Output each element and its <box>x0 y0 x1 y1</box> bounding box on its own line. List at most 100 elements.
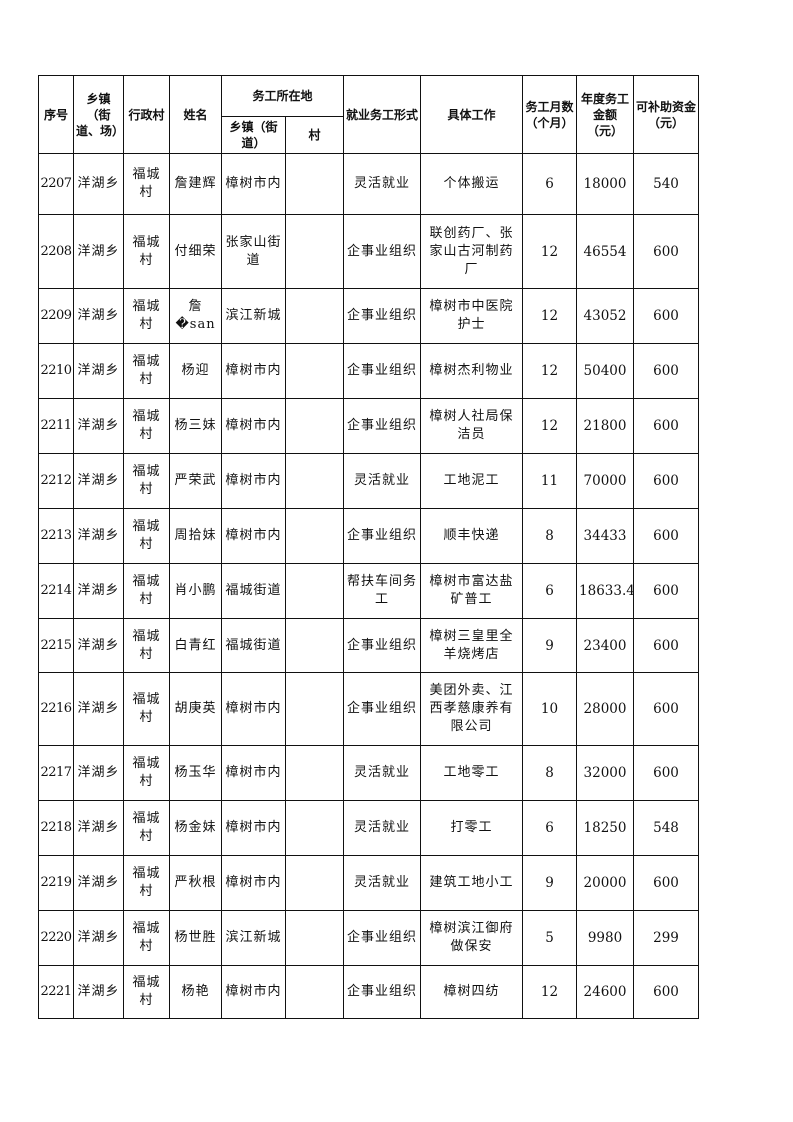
header-income: 年度务工金额（元） <box>576 75 635 154</box>
cell-form: 企事业组织 <box>343 288 422 344</box>
cell-seq: 2208 <box>38 214 74 289</box>
header-job: 具体工作 <box>420 75 524 154</box>
cell-income: 24600 <box>576 965 635 1019</box>
cell-seq: 2213 <box>38 508 74 564</box>
cell-name: 白青红 <box>169 618 222 673</box>
cell-town: 洋湖乡 <box>73 153 124 215</box>
cell-job: 工地泥工 <box>420 453 524 509</box>
cell-village: 福城村 <box>123 800 170 856</box>
cell-village: 福城村 <box>123 618 170 673</box>
cell-work-village <box>284 288 345 344</box>
table-row: 2213 洋湖乡 福城村 周拾妹 樟树市内 企事业组织 顺丰快递 8 34433 600 <box>38 508 700 564</box>
cell-subsidy: 600 <box>633 965 700 1019</box>
cell-seq: 2212 <box>38 453 74 509</box>
table-row: 2218 洋湖乡 福城村 杨金妹 樟树市内 灵活就业 打零工 6 18250 548 <box>38 800 700 856</box>
header-work-location: 务工所在地 <box>220 75 345 117</box>
cell-town: 洋湖乡 <box>73 965 124 1019</box>
cell-name: 杨三妹 <box>169 398 222 454</box>
cell-name: 杨玉华 <box>169 745 222 801</box>
cell-work-town: 樟树市内 <box>221 398 286 454</box>
cell-seq: 2220 <box>38 910 74 966</box>
header-seq: 序号 <box>38 75 74 154</box>
table-row: 2220 洋湖乡 福城村 杨世胜 滨江新城 企事业组织 樟树滨江御府做保安 5 9980 299 <box>38 910 700 966</box>
cell-subsidy: 600 <box>633 288 700 344</box>
cell-income: 28000 <box>576 672 635 746</box>
cell-work-village <box>284 343 345 399</box>
cell-town: 洋湖乡 <box>73 855 124 911</box>
table-row: 2215 洋湖乡 福城村 白青红 福城街道 企事业组织 樟树三皇里全羊烧烤店 9 23400 60… <box>38 618 700 673</box>
cell-name: 胡庚英 <box>169 672 222 746</box>
cell-village: 福城村 <box>123 398 170 454</box>
cell-seq: 2221 <box>38 965 74 1019</box>
cell-income: 18000 <box>576 153 635 215</box>
cell-income: 9980 <box>576 910 635 966</box>
cell-work-town: 樟树市内 <box>221 672 286 746</box>
cell-job: 樟树滨江御府做保安 <box>420 910 524 966</box>
cell-subsidy: 540 <box>633 153 700 215</box>
cell-village: 福城村 <box>123 965 170 1019</box>
cell-form: 企事业组织 <box>343 672 422 746</box>
cell-form: 企事业组织 <box>343 910 422 966</box>
cell-income: 21800 <box>576 398 635 454</box>
table-row: 2219 洋湖乡 福城村 严秋根 樟树市内 灵活就业 建筑工地小工 9 20000 600 <box>38 855 700 911</box>
cell-income: 50400 <box>576 343 635 399</box>
cell-seq: 2216 <box>38 672 74 746</box>
cell-village: 福城村 <box>123 508 170 564</box>
cell-months: 6 <box>522 153 578 215</box>
cell-seq: 2218 <box>38 800 74 856</box>
cell-town: 洋湖乡 <box>73 453 124 509</box>
cell-name: 严秋根 <box>169 855 222 911</box>
cell-town: 洋湖乡 <box>73 288 124 344</box>
cell-months: 12 <box>522 343 578 399</box>
table-row: 2217 洋湖乡 福城村 杨玉华 樟树市内 灵活就业 工地零工 8 32000 600 <box>38 745 700 801</box>
cell-village: 福城村 <box>123 343 170 399</box>
cell-work-town: 福城街道 <box>221 563 286 619</box>
cell-income: 43052 <box>576 288 635 344</box>
cell-town: 洋湖乡 <box>73 618 124 673</box>
cell-income: 18250 <box>576 800 635 856</box>
cell-months: 12 <box>522 288 578 344</box>
cell-village: 福城村 <box>123 745 170 801</box>
cell-job: 个体搬运 <box>420 153 524 215</box>
cell-income: 46554 <box>576 214 635 289</box>
cell-form: 企事业组织 <box>343 343 422 399</box>
cell-work-town: 樟树市内 <box>221 453 286 509</box>
cell-form: 灵活就业 <box>343 453 422 509</box>
cell-job: 建筑工地小工 <box>420 855 524 911</box>
header-work-town: 乡镇（街道） <box>221 116 286 154</box>
cell-village: 福城村 <box>123 563 170 619</box>
cell-income: 18633.4 <box>576 563 635 619</box>
cell-work-town: 樟树市内 <box>221 153 286 215</box>
cell-work-village <box>284 800 345 856</box>
cell-work-town: 樟树市内 <box>221 745 286 801</box>
cell-subsidy: 600 <box>633 618 700 673</box>
cell-work-village <box>284 855 345 911</box>
cell-months: 12 <box>522 214 578 289</box>
cell-form: 企事业组织 <box>343 618 422 673</box>
cell-town: 洋湖乡 <box>73 398 124 454</box>
header-work-village: 村 <box>284 116 345 154</box>
cell-months: 12 <box>522 398 578 454</box>
cell-job: 美团外卖、江西孝慈康养有限公司 <box>420 672 524 746</box>
cell-subsidy: 600 <box>633 214 700 289</box>
table-row: 2214 洋湖乡 福城村 肖小鹏 福城街道 帮扶车间务工 樟树市富达盐矿普工 6 18633.4… <box>38 563 700 619</box>
table-body: 2207 洋湖乡 福城村 詹建辉 樟树市内 灵活就业 个体搬运 6 18000 540 2208 洋湖… <box>38 153 700 1019</box>
cell-village: 福城村 <box>123 214 170 289</box>
cell-seq: 2219 <box>38 855 74 911</box>
table-row: 2216 洋湖乡 福城村 胡庚英 樟树市内 企事业组织 美团外卖、江西孝慈康养有限公司 10 2… <box>38 672 700 746</box>
cell-months: 9 <box>522 618 578 673</box>
cell-form: 灵活就业 <box>343 800 422 856</box>
cell-job: 樟树市中医院护士 <box>420 288 524 344</box>
cell-form: 灵活就业 <box>343 745 422 801</box>
cell-name: 詹建辉 <box>169 153 222 215</box>
cell-subsidy: 600 <box>633 672 700 746</box>
cell-months: 6 <box>522 563 578 619</box>
table-row: 2221 洋湖乡 福城村 杨艳 樟树市内 企事业组织 樟树四纺 12 24600 600 <box>38 965 700 1019</box>
cell-income: 23400 <box>576 618 635 673</box>
cell-form: 帮扶车间务工 <box>343 563 422 619</box>
cell-name: 严荣武 <box>169 453 222 509</box>
table-row: 2210 洋湖乡 福城村 杨迎 樟树市内 企事业组织 樟树杰利物业 12 50400 600 <box>38 343 700 399</box>
cell-months: 6 <box>522 800 578 856</box>
cell-town: 洋湖乡 <box>73 745 124 801</box>
cell-name: 周拾妹 <box>169 508 222 564</box>
